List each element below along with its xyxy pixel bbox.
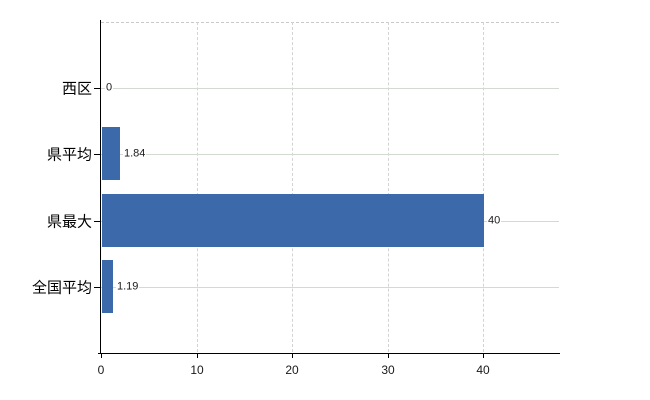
- x-tick-label-40: 40: [476, 363, 490, 377]
- x-tick-0: [101, 354, 102, 358]
- gridline-x-20: [292, 22, 293, 352]
- gridline-row-3: [101, 287, 559, 288]
- bar-1: [102, 127, 120, 180]
- x-tick-10: [197, 354, 198, 358]
- gridline-x-40: [483, 22, 484, 352]
- x-tick-label-0: 0: [97, 363, 105, 377]
- plot-top-border: [101, 22, 559, 23]
- y-tick-1: [94, 154, 100, 155]
- x-tick-20: [292, 354, 293, 358]
- y-tick-0: [94, 88, 100, 89]
- y-tick-2: [94, 221, 100, 222]
- bar-3: [102, 260, 113, 313]
- bar-value-label-0: 0: [105, 81, 114, 95]
- x-tick-40: [483, 354, 484, 358]
- gridline-row-1: [101, 154, 559, 155]
- gridline-x-30: [388, 22, 389, 352]
- bar-value-label-2: 40: [487, 214, 502, 228]
- y-tick-3: [94, 287, 100, 288]
- category-label-1: 県平均: [46, 146, 92, 164]
- gridline-row-0: [101, 88, 559, 89]
- category-label-0: 西区: [61, 80, 92, 98]
- category-label-3: 全国平均: [31, 279, 92, 297]
- x-tick-label-30: 30: [381, 363, 395, 377]
- category-label-2: 県最大: [46, 213, 92, 231]
- x-tick-30: [388, 354, 389, 358]
- x-tick-label-10: 10: [190, 363, 204, 377]
- x-axis-line: [98, 353, 560, 354]
- gridline-x-10: [197, 22, 198, 352]
- x-tick-label-20: 20: [285, 363, 299, 377]
- bar-value-label-3: 1.19: [116, 280, 140, 294]
- y-axis-line: [100, 20, 101, 354]
- bar-value-label-1: 1.84: [123, 147, 147, 161]
- bar-2: [102, 194, 484, 247]
